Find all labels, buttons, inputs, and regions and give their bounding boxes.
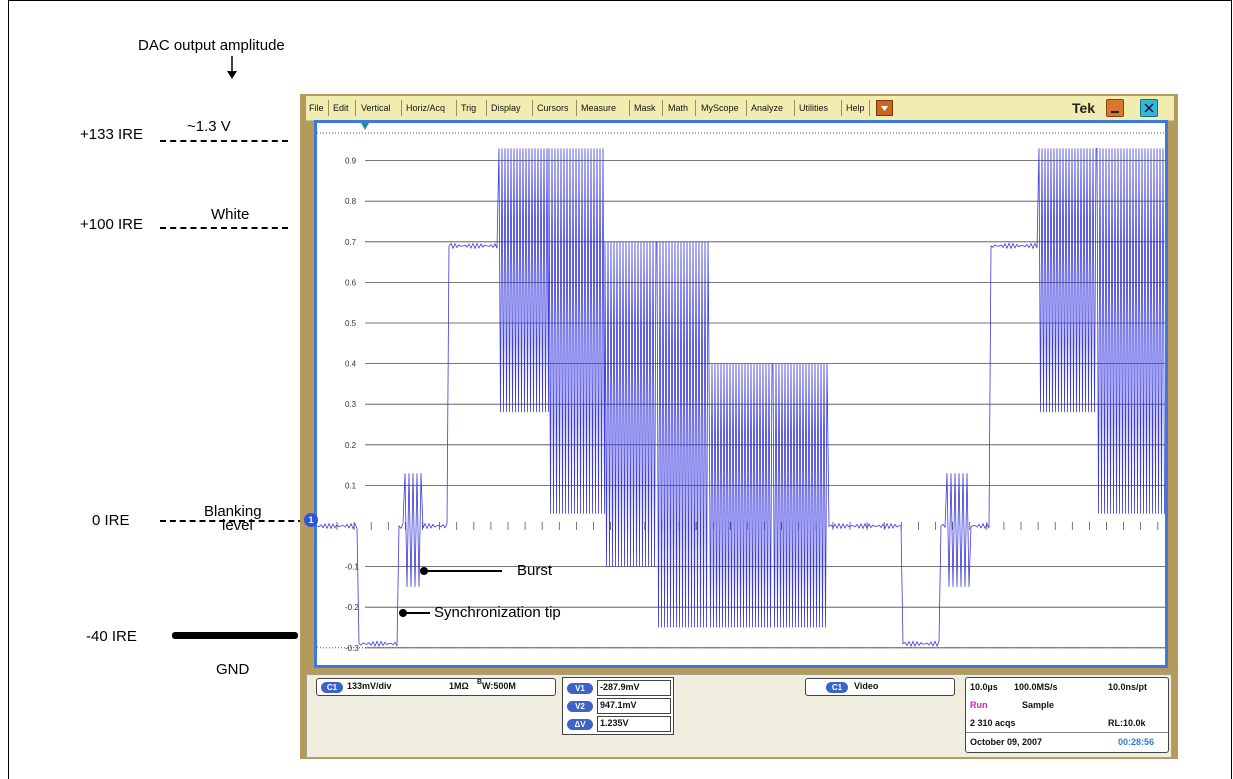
y-tick-label: 0.8 [345, 197, 357, 206]
ire-133-dashed-line [160, 140, 288, 142]
menu-horiz-acq[interactable]: Horiz/Acq [406, 103, 446, 113]
menu-file[interactable]: File [309, 103, 324, 113]
close-button[interactable] [1140, 99, 1158, 117]
figure-frame [8, 0, 1232, 779]
time: 00:28:56 [1118, 737, 1155, 747]
ire-133-label: +133 IRE [80, 126, 143, 143]
vertical-scale: 133mV/div [347, 681, 392, 691]
acquisition-count: 2 310 acqs [970, 718, 1016, 728]
record-resolution: 10.0ns/pt [1108, 682, 1148, 692]
menu-trig[interactable]: Trig [461, 103, 477, 113]
input-impedance: 1MΩ [449, 681, 469, 691]
channel-badge: C1 [321, 682, 343, 693]
cursor-readout-box[interactable]: V1 -287.9mV V2 947.1mV ΔV 1.235V [562, 677, 674, 735]
acquisition-mode: Sample [1022, 700, 1055, 710]
y-tick-label: 0.6 [345, 278, 357, 287]
white-label: White [211, 206, 250, 223]
cursor-v1-badge: V1 [567, 683, 593, 694]
menu-vertical[interactable]: Vertical [361, 103, 391, 113]
voltage-13-label: ~1.3 V [187, 118, 231, 135]
menu-help[interactable]: Help [846, 103, 865, 113]
tek-brand: Tek [1072, 100, 1096, 116]
menu-analyze[interactable]: Analyze [751, 103, 784, 113]
menu-mask[interactable]: Mask [634, 103, 656, 113]
sync-tip-label: Synchronization tip [434, 604, 561, 621]
timebase: 10.0µs [970, 682, 998, 692]
menu-cursors[interactable]: Cursors [537, 103, 569, 113]
y-tick-label: 0.7 [345, 238, 357, 247]
ire-100-dashed-line [160, 227, 288, 229]
record-length: RL:10.0k [1108, 718, 1146, 728]
y-tick-label: -0.3 [345, 644, 359, 653]
y-tick-label: 0.3 [345, 400, 357, 409]
trigger-mode: Video [854, 681, 879, 691]
trigger-source-badge: C1 [826, 682, 848, 693]
y-tick-label: -0.1 [345, 563, 359, 572]
channel-settings-box[interactable]: C1 133mV/div 1MΩ B W:500M [316, 678, 556, 696]
sample-rate: 100.0MS/s [1014, 682, 1058, 692]
down-arrow-icon [227, 56, 237, 79]
y-tick-label: 0.4 [345, 360, 357, 369]
ire-100-label: +100 IRE [80, 216, 143, 233]
menu-edit[interactable]: Edit [333, 103, 349, 113]
trigger-box[interactable]: C1 Video [805, 678, 955, 696]
y-tick-label: -0.2 [345, 603, 359, 612]
menu-math[interactable]: Math [668, 103, 689, 113]
bandwidth-prefix: B [477, 679, 483, 686]
callout-lines [399, 567, 502, 617]
ire-minus-40-label: -40 IRE [86, 628, 137, 645]
acquisition-box[interactable]: 10.0µs 100.0MS/s 10.0ns/pt Run Sample 2 … [965, 677, 1169, 753]
run-state: Run [970, 700, 988, 710]
menu-utilities[interactable]: Utilities [799, 103, 829, 113]
channel-1-marker[interactable]: 1 [304, 513, 318, 527]
y-tick-label: 0.9 [345, 157, 357, 166]
close-icon [1144, 103, 1154, 113]
minimize-icon [1111, 111, 1119, 113]
y-tick-label: 0.1 [345, 481, 357, 490]
y-tick-label: 0.2 [345, 441, 357, 450]
cursor-v2-badge: V2 [567, 701, 593, 712]
menu-display[interactable]: Display [491, 103, 521, 113]
cursor-delta-badge: ΔV [567, 719, 593, 730]
minimize-button[interactable] [1106, 99, 1124, 117]
trigger-position-marker [361, 123, 369, 130]
cursor-delta-value: 1.235V [600, 718, 629, 728]
chevron-down-icon [881, 106, 888, 111]
cursor-v2-value: 947.1mV [600, 700, 637, 710]
dac-output-title: DAC output amplitude [138, 37, 285, 54]
blanking-label: Blanking [204, 503, 262, 520]
waveform-trace: 0.9 0.8 0.7 0.6 0.5 0.4 0.3 0.2 0.1 -0.1 -0.2 -0.3 [317, 123, 1165, 653]
menu-myscope[interactable]: MyScope [701, 103, 739, 113]
ire-0-dashed-line [160, 520, 314, 522]
y-tick-label: 0.5 [345, 319, 357, 328]
ire-0-label: 0 IRE [92, 512, 130, 529]
burst-label: Burst [517, 562, 553, 579]
bandwidth-limit: W:500M [482, 681, 516, 691]
menu-dropdown-button[interactable] [876, 100, 893, 116]
cursor-v1-value: -287.9mV [600, 682, 640, 692]
menu-measure[interactable]: Measure [581, 103, 617, 113]
menu-bar: File Edit Vertical Horiz/Acq Trig Displa… [306, 96, 1174, 121]
date: October 09, 2007 [970, 737, 1043, 747]
video-signal-trace [317, 147, 1165, 648]
gnd-label: GND [216, 661, 250, 678]
status-bar: C1 133mV/div 1MΩ B W:500M V1 -287.9mV V2… [306, 674, 1172, 758]
gnd-line [172, 632, 298, 639]
waveform-display[interactable]: 0.9 0.8 0.7 0.6 0.5 0.4 0.3 0.2 0.1 -0.1 -0.2 -0.3 [314, 120, 1168, 668]
